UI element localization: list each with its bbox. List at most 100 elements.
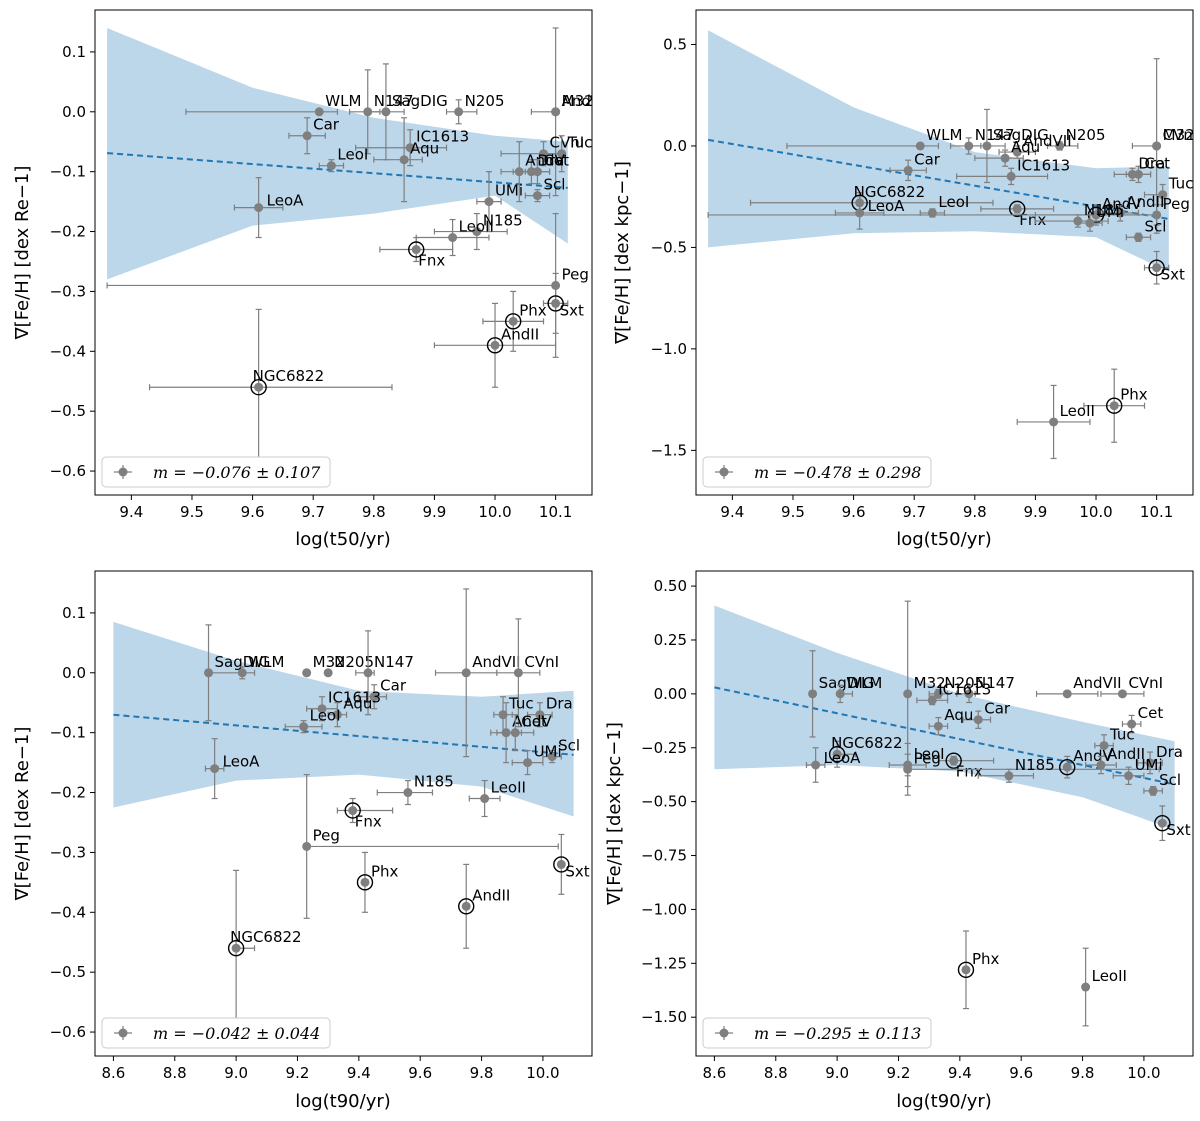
y-tick-label: −0.4 bbox=[50, 342, 86, 360]
data-point-peg: Peg bbox=[302, 773, 559, 919]
point-label: Peg bbox=[914, 749, 941, 767]
marker bbox=[399, 155, 409, 165]
point-label: Cet bbox=[521, 713, 547, 731]
point-label: LeoII bbox=[1092, 967, 1127, 985]
data-point-wlm: WLM bbox=[210, 653, 284, 680]
x-axis-label: log(t50/yr) bbox=[896, 529, 992, 550]
marker bbox=[498, 710, 508, 720]
point-label: N185 bbox=[1015, 756, 1055, 774]
data-point-aqu: Aqu bbox=[327, 695, 372, 728]
marker bbox=[302, 668, 312, 678]
x-axis-label: log(t90/yr) bbox=[295, 1091, 391, 1112]
y-tick-label: −1.00 bbox=[641, 900, 687, 918]
point-label: Phx bbox=[1120, 386, 1148, 404]
marker bbox=[204, 668, 214, 678]
x-tick-label: 10.1 bbox=[539, 503, 572, 521]
legend-text: m = −0.042 ± 0.044 bbox=[153, 1024, 320, 1043]
y-tick-label: −0.5 bbox=[50, 963, 86, 981]
point-label: Dra bbox=[1156, 743, 1183, 761]
legend: m = −0.478 ± 0.298 bbox=[702, 456, 932, 488]
y-tick-label: −0.3 bbox=[50, 843, 86, 861]
legend: m = −0.076 ± 0.107 bbox=[101, 456, 331, 488]
data-point-ic1613: IC1613 bbox=[916, 680, 991, 706]
marker bbox=[1115, 208, 1125, 218]
y-tick-label: 0.0 bbox=[62, 103, 86, 121]
marker bbox=[1133, 232, 1143, 242]
point-label: NGC6822 bbox=[854, 183, 926, 201]
data-point-leoa: LeoA bbox=[805, 747, 861, 783]
point-label: LeoII bbox=[459, 218, 494, 236]
point-label: Scl bbox=[1144, 217, 1166, 235]
marker bbox=[480, 794, 490, 804]
legend-marker bbox=[118, 1028, 128, 1038]
point-label: N185 bbox=[414, 773, 454, 791]
y-tick-label: 0.1 bbox=[62, 43, 86, 61]
marker bbox=[369, 692, 379, 702]
legend-box bbox=[702, 456, 932, 488]
data-point-fnx: Fnx bbox=[336, 797, 394, 831]
marker bbox=[547, 752, 557, 762]
data-point-ic1613: IC1613 bbox=[956, 156, 1070, 186]
x-tick-label: 9.8 bbox=[362, 503, 386, 521]
y-tick-label: −1.0 bbox=[651, 340, 687, 358]
marker bbox=[1157, 818, 1167, 828]
point-label: Tuc bbox=[567, 134, 593, 152]
marker bbox=[1085, 218, 1095, 228]
data-point-car: Car bbox=[288, 116, 340, 155]
data-point-sxt: Sxt bbox=[1143, 250, 1185, 285]
x-tick-label: 10.0 bbox=[478, 503, 511, 521]
point-label: Cet bbox=[1144, 154, 1170, 172]
data-point-leoii: LeoII bbox=[468, 779, 526, 818]
data-point-aqu: Aqu bbox=[974, 138, 1040, 167]
y-tick-label: −0.5 bbox=[651, 238, 687, 256]
highlight-ring bbox=[553, 856, 570, 873]
confidence-band bbox=[107, 28, 568, 280]
data-point-sxt: Sxt bbox=[542, 272, 584, 334]
point-label: WLM bbox=[926, 126, 962, 144]
marker bbox=[1152, 263, 1162, 273]
point-label: LeoA bbox=[868, 197, 905, 215]
data-point-car: Car bbox=[962, 700, 1011, 729]
marker bbox=[933, 689, 943, 699]
data-point-andvii: AndVII bbox=[551, 27, 592, 197]
confidence-band bbox=[714, 605, 1175, 830]
marker bbox=[332, 710, 342, 720]
fit-line bbox=[707, 138, 1169, 221]
marker bbox=[454, 107, 464, 117]
data-point-umi: UMi bbox=[1112, 756, 1163, 786]
data-point-fnx: Fnx bbox=[379, 236, 454, 270]
point-label: N205 bbox=[1066, 126, 1106, 144]
data-point-leoii: LeoII bbox=[415, 218, 494, 257]
y-tick-label: 0.25 bbox=[654, 631, 687, 649]
point-label: NGC6822 bbox=[831, 734, 903, 752]
point-label: AndII bbox=[472, 886, 510, 904]
x-axis-label: log(t90/yr) bbox=[896, 1091, 992, 1112]
point-label: Fnx bbox=[355, 813, 382, 831]
marker bbox=[551, 298, 561, 308]
legend-marker bbox=[719, 467, 729, 477]
data-point-sxt: Sxt bbox=[1154, 805, 1191, 842]
point-label: Tuc bbox=[508, 695, 534, 713]
point-label: Tuc bbox=[1168, 175, 1194, 193]
marker bbox=[556, 859, 566, 869]
marker bbox=[532, 167, 542, 177]
highlight-ring bbox=[344, 802, 361, 819]
x-tick-label: 9.4 bbox=[948, 1064, 972, 1082]
data-point-cet: Cet bbox=[496, 713, 547, 752]
data-point-cvni: CVnI bbox=[496, 618, 559, 728]
y-tick-label: −0.4 bbox=[50, 903, 86, 921]
highlight-ring bbox=[458, 898, 475, 915]
data-point-car: Car bbox=[889, 150, 941, 182]
point-label: CVnI bbox=[550, 134, 585, 152]
legend-text: m = −0.295 ± 0.113 bbox=[754, 1024, 921, 1043]
point-label: IC1613 bbox=[328, 689, 381, 707]
x-tick-label: 9.9 bbox=[422, 503, 446, 521]
y-tick-label: 0.50 bbox=[654, 577, 687, 595]
point-label: Dra bbox=[1138, 154, 1165, 172]
data-point-dra: Dra bbox=[1137, 743, 1183, 775]
marker bbox=[1062, 762, 1072, 772]
y-tick-label: −0.1 bbox=[50, 724, 86, 742]
axes-frame bbox=[94, 9, 593, 496]
